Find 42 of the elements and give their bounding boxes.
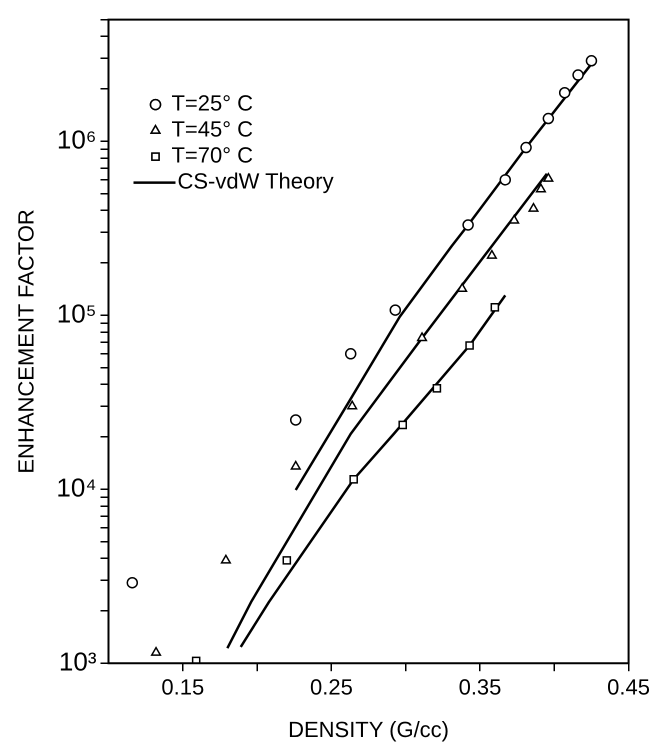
x-tick-label: 0.35: [458, 674, 502, 700]
point: [465, 341, 474, 350]
legend-label: T=25° C: [171, 90, 254, 116]
y-tick-label: 10⁴: [56, 472, 96, 502]
point: [462, 219, 474, 231]
point: [344, 348, 356, 360]
point: [126, 576, 138, 588]
point: [572, 69, 584, 81]
y-tick-label: 10⁵: [56, 298, 96, 328]
point: [543, 172, 554, 182]
point: [432, 384, 442, 393]
point: [586, 55, 598, 67]
point: [282, 556, 292, 565]
y-axis-title: ENHANCEMENT FACTOR: [13, 209, 38, 474]
point: [347, 400, 358, 410]
point: [536, 183, 546, 192]
point: [349, 475, 358, 484]
x-tick-label: 0.25: [310, 674, 353, 700]
point: [290, 414, 302, 426]
x-axis-title: DENSITY (G/cc): [288, 716, 450, 742]
point: [509, 214, 520, 224]
point: [490, 303, 500, 312]
point: [528, 202, 539, 212]
point: [457, 282, 468, 292]
y-tick-label: 10⁶: [56, 124, 96, 154]
legend-label: T=45° C: [171, 116, 254, 142]
x-tick-label: 0.15: [161, 674, 204, 700]
legend-label: CS-vdW Theory: [177, 168, 334, 194]
point: [558, 86, 570, 98]
point: [520, 142, 532, 154]
point: [398, 420, 408, 430]
point: [290, 460, 301, 470]
point: [542, 112, 554, 124]
point: [486, 250, 497, 259]
legend-label: T=70° C: [171, 142, 254, 168]
point: [390, 304, 402, 316]
point: [416, 332, 428, 342]
point: [500, 174, 512, 186]
point: [220, 554, 231, 564]
point: [150, 646, 162, 656]
y-tick-label: 10³: [58, 646, 97, 676]
x-tick-label: 0.45: [607, 674, 650, 700]
